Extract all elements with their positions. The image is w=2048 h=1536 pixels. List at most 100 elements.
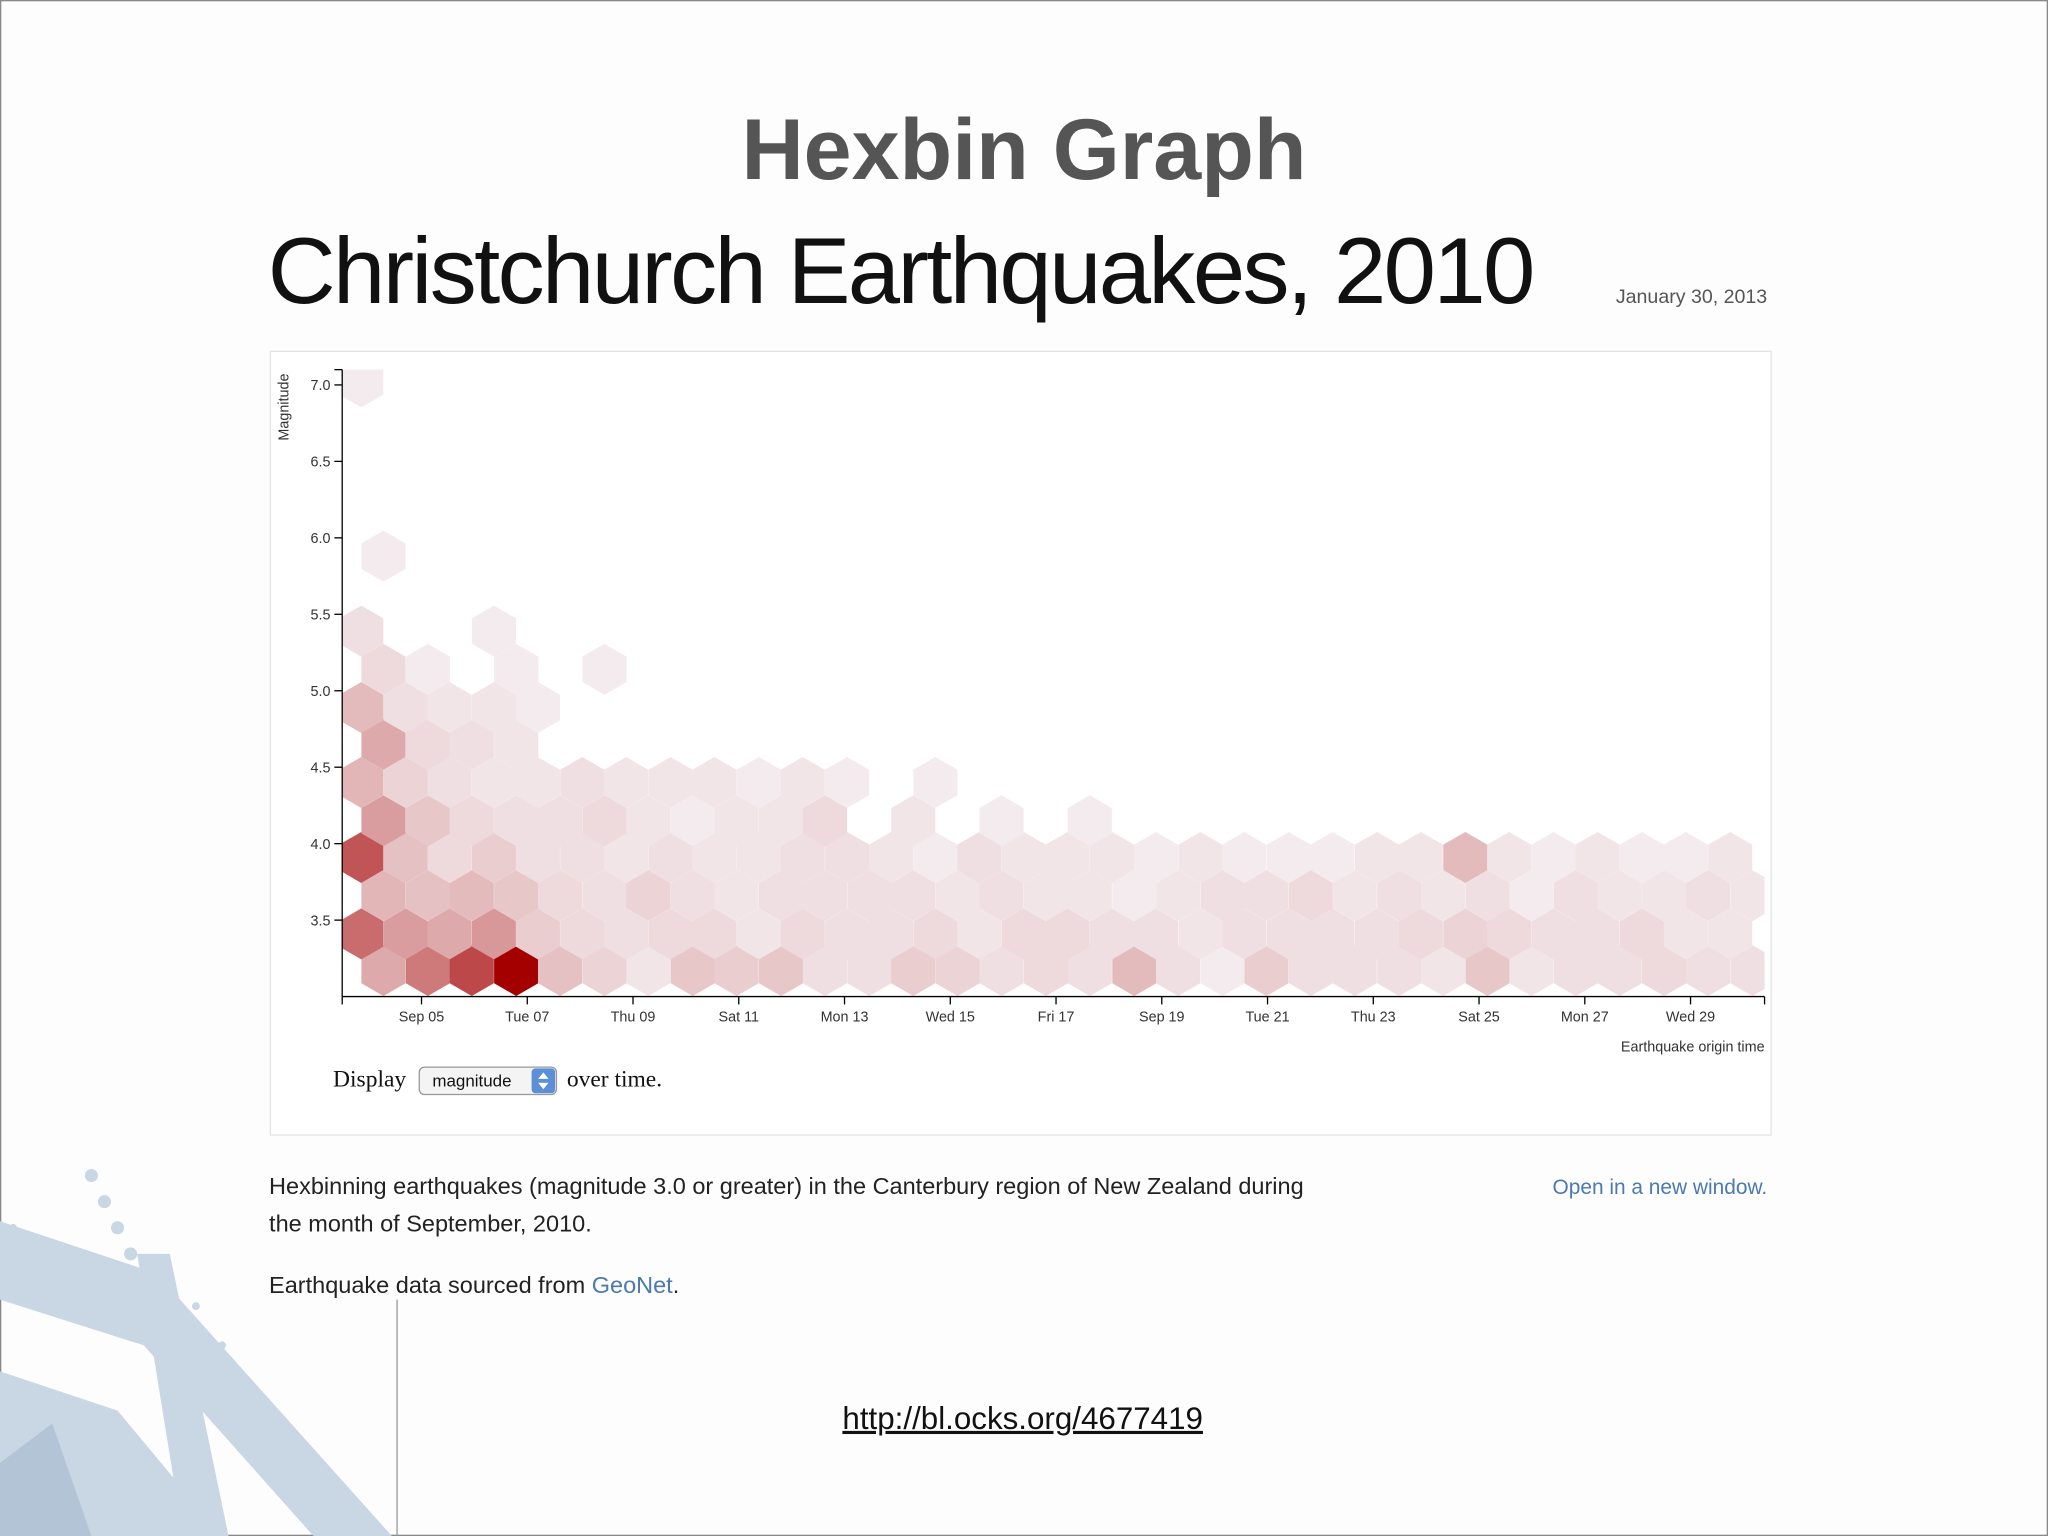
hexbin [1156, 870, 1201, 922]
hexbin [405, 870, 450, 922]
x-axis-label: Earthquake origin time [1621, 1039, 1765, 1055]
hexbin [1487, 832, 1532, 883]
hexbin [714, 870, 759, 922]
hexbin [1509, 870, 1554, 922]
hexbin [1112, 945, 1157, 997]
hexbin [342, 908, 384, 960]
hexbin [1200, 945, 1245, 997]
x-tick-label: Wed 15 [926, 1009, 975, 1025]
hexbin [361, 945, 406, 997]
hexbin [670, 795, 715, 847]
hexbin [1244, 870, 1289, 922]
hexbin [1597, 870, 1642, 922]
hexbin [802, 795, 848, 847]
slide-title: Hexbin Graph [741, 102, 1306, 198]
hexbin [1619, 832, 1664, 883]
hexbin [1332, 945, 1377, 997]
hexbin [891, 795, 936, 847]
x-tick-label: Tue 21 [1245, 1009, 1289, 1025]
hexbin [1332, 870, 1377, 922]
hexbin [427, 757, 472, 808]
hexbin [1398, 908, 1443, 960]
hexbin [471, 682, 517, 733]
hexbin [891, 870, 936, 922]
hexbin [494, 945, 539, 997]
hexbin [471, 757, 517, 808]
select[interactable]: magnitude [418, 1066, 558, 1096]
hexbin [604, 757, 649, 808]
open-link[interactable]: Open in a new window. [1552, 1176, 1767, 1199]
hexbin [913, 757, 958, 808]
hexbin [935, 870, 980, 922]
source-end: . [673, 1272, 680, 1298]
hexbin [342, 682, 384, 733]
hexbin [758, 945, 804, 997]
hexbin [471, 908, 517, 960]
page-title: Christchurch Earthquakes, 2010 [268, 218, 1533, 323]
hexbin [604, 908, 649, 960]
select-box[interactable] [418, 1066, 558, 1096]
hexbin [427, 832, 472, 883]
hexbin [383, 832, 428, 883]
hexbin [405, 718, 450, 770]
hexbin [1642, 870, 1687, 922]
hexbin [1288, 870, 1333, 922]
hexbin [449, 945, 494, 997]
y-tick-label: 3.5 [310, 913, 330, 929]
hexbin [758, 795, 804, 847]
hexbin [1663, 832, 1708, 883]
hexbin [736, 908, 781, 960]
hexbin [1089, 908, 1135, 960]
hexbin [361, 870, 406, 922]
source: Earthquake data sourced from GeoNet. [269, 1272, 679, 1298]
description: the month of September, 2010. [269, 1211, 592, 1237]
hexbin [1288, 945, 1333, 997]
hexbin [361, 643, 406, 695]
hexbin [1266, 832, 1311, 883]
hexbin [1200, 870, 1245, 922]
url[interactable]: http://bl.ocks.org/4677419 [842, 1401, 1203, 1436]
hexbin [957, 832, 1002, 883]
hexbin [1001, 908, 1046, 960]
hexbin [714, 795, 759, 847]
hexbin [736, 757, 781, 808]
hexbin [471, 832, 517, 883]
hexbin [825, 757, 870, 808]
source-link[interactable]: GeoNet [592, 1272, 673, 1298]
hexbin [1133, 908, 1178, 960]
hexbin [868, 908, 914, 960]
hexbin [979, 795, 1024, 847]
x-tick-label: Mon 13 [821, 1009, 869, 1025]
select-value[interactable]: magnitude [432, 1072, 511, 1091]
hexbin [714, 945, 759, 997]
hexbin [1421, 870, 1466, 922]
hexbin [670, 870, 715, 922]
hexbin [342, 605, 384, 657]
hexbin [1112, 870, 1157, 922]
hexbin [1023, 870, 1069, 922]
hexbin [560, 908, 605, 960]
hexbin [1023, 945, 1069, 997]
hexbin [979, 870, 1024, 922]
hexbin [626, 795, 671, 847]
hexbin [361, 718, 406, 770]
hexbin [1465, 870, 1510, 922]
hexbin [847, 945, 892, 997]
hexbin [515, 832, 560, 883]
hexbin [802, 870, 848, 922]
hexbin [648, 908, 693, 960]
hexbin [692, 757, 737, 808]
hexbin [494, 643, 539, 695]
hexbin [1089, 832, 1135, 883]
y-tick-label: 5.5 [310, 608, 330, 624]
hexbin [1685, 945, 1731, 997]
hexbin [780, 832, 825, 883]
x-tick-label: Sat 25 [1458, 1009, 1500, 1025]
hexbin [1222, 832, 1267, 883]
hexbin [427, 682, 472, 733]
hexbin [692, 908, 737, 960]
hexbin [979, 945, 1024, 997]
hexbin [449, 718, 494, 770]
x-tick-label: Sat 11 [719, 1009, 759, 1025]
